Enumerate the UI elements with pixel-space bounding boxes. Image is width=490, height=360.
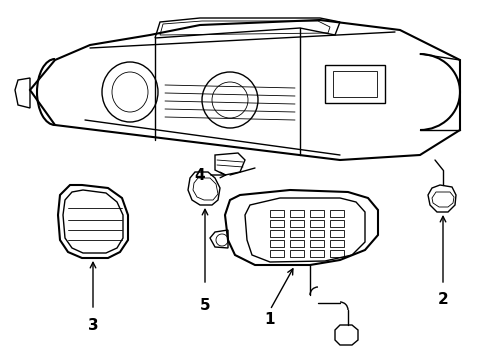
Text: 3: 3 [88,318,98,333]
Text: 2: 2 [438,292,448,307]
Text: 5: 5 [200,297,210,312]
Text: 1: 1 [265,312,275,328]
Text: 4: 4 [195,167,205,183]
